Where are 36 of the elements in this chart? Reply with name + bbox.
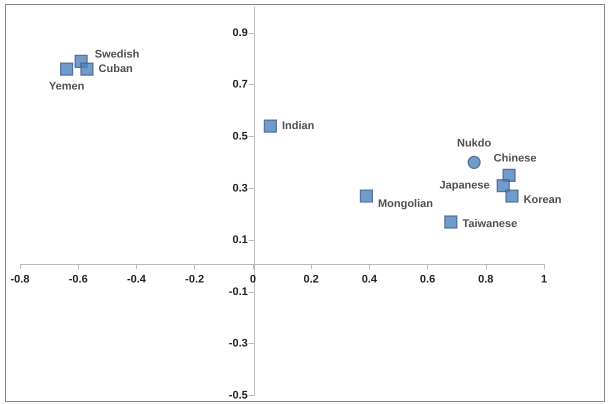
data-label: Yemen <box>48 80 85 92</box>
point <box>505 189 519 203</box>
y-tick-label: -0.1 <box>228 286 248 298</box>
data-label: Taiwanese <box>462 218 518 230</box>
x-tick-label: 0 <box>250 274 256 286</box>
data-label: Cuban <box>98 63 134 76</box>
x-tick-label: 0.6 <box>420 274 436 286</box>
y-tick-label: -0.3 <box>228 338 248 350</box>
point <box>496 179 510 192</box>
y-tick-label: -0.5 <box>228 390 248 402</box>
x-tick-label: 1 <box>540 274 548 286</box>
y-tick-label: 0.5 <box>232 130 248 142</box>
data-label: Nukdo <box>457 137 492 150</box>
point <box>60 62 74 76</box>
point <box>80 62 94 76</box>
x-tick-label: -0.6 <box>68 274 88 286</box>
data-label: Swedish <box>94 48 140 60</box>
x-tick-label: -0.2 <box>185 274 204 286</box>
point <box>264 120 277 133</box>
data-label: Indian <box>282 120 315 132</box>
point <box>444 215 458 229</box>
data-label: Mongolian <box>378 198 434 210</box>
point <box>468 156 481 169</box>
data-label: Chinese <box>494 152 536 164</box>
x-tick-label: 0.4 <box>362 274 378 286</box>
y-tick-label: 0.3 <box>232 182 248 194</box>
x-tick-label: -0.8 <box>10 274 30 286</box>
x-tick-label: 0.8 <box>478 274 494 286</box>
x-tick-label: -0.4 <box>126 274 147 286</box>
data-label: Japanese <box>439 180 490 192</box>
y-tick-label: 0.1 <box>232 234 248 246</box>
point <box>360 189 374 203</box>
y-tick-label: 0.9 <box>232 26 248 39</box>
data-label: Korean <box>524 194 562 206</box>
y-tick-label: 0.7 <box>232 78 248 91</box>
x-tick-label: 0.2 <box>303 274 319 286</box>
